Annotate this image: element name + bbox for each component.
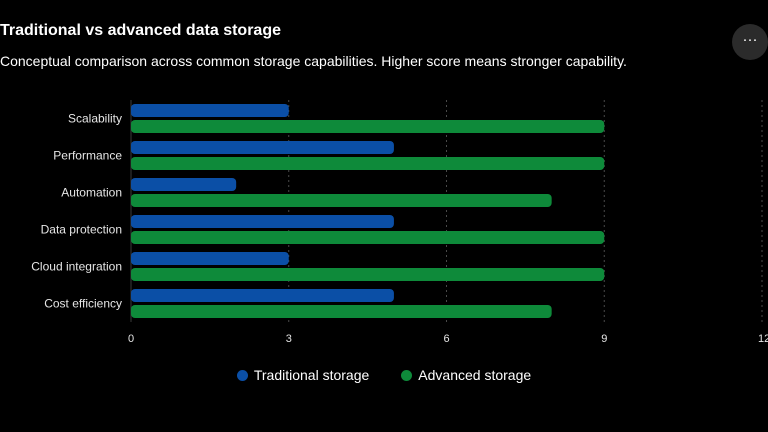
- legend-label-advanced: Advanced storage: [418, 367, 532, 383]
- x-tick-label: 12: [758, 333, 768, 345]
- legend-item-traditional[interactable]: Traditional storage: [236, 367, 370, 383]
- x-tick-label: 6: [443, 333, 449, 345]
- category-label: Cost efficiency: [44, 297, 122, 311]
- legend-marker-advanced: [401, 369, 413, 381]
- legend-item-advanced[interactable]: Advanced storage: [401, 367, 531, 383]
- more-horizontal-icon: ···: [742, 30, 758, 48]
- x-tick-labels: 0 3 6 9 12: [128, 333, 768, 345]
- bar-traditional[interactable]: [131, 141, 394, 154]
- chart-subtitle: Conceptual comparison across common stor…: [0, 53, 627, 69]
- category-label: Automation: [61, 186, 122, 200]
- category-label: Cloud integration: [31, 260, 122, 274]
- bar-traditional[interactable]: [131, 104, 289, 117]
- bar-traditional[interactable]: [131, 215, 394, 228]
- x-tick-label: 0: [128, 333, 134, 345]
- legend: Traditional storage Advanced storage: [0, 367, 768, 383]
- bar-traditional[interactable]: [131, 252, 289, 265]
- bar-traditional[interactable]: [131, 178, 237, 191]
- bar-advanced[interactable]: [131, 268, 605, 281]
- legend-marker-traditional: [236, 369, 248, 381]
- legend-label-traditional: Traditional storage: [253, 367, 370, 383]
- category-label: Performance: [53, 149, 122, 163]
- category-labels: Scalability Performance Automation Data pro…: [31, 112, 122, 311]
- bar-advanced[interactable]: [131, 305, 552, 318]
- bar-advanced[interactable]: [131, 231, 605, 244]
- grid-lines: [130, 100, 763, 322]
- bar-advanced[interactable]: [131, 157, 605, 170]
- category-label: Scalability: [68, 112, 122, 126]
- bar-advanced[interactable]: [131, 194, 552, 207]
- x-tick-label: 9: [601, 333, 607, 345]
- bars: [131, 104, 605, 318]
- x-tick-label: 3: [286, 333, 292, 345]
- bar-advanced[interactable]: [131, 120, 605, 133]
- chart-title: Traditional vs advanced data storage: [0, 22, 281, 39]
- bar-traditional[interactable]: [131, 289, 394, 302]
- category-label: Data protection: [41, 223, 122, 237]
- more-options-button[interactable]: ···: [732, 24, 768, 60]
